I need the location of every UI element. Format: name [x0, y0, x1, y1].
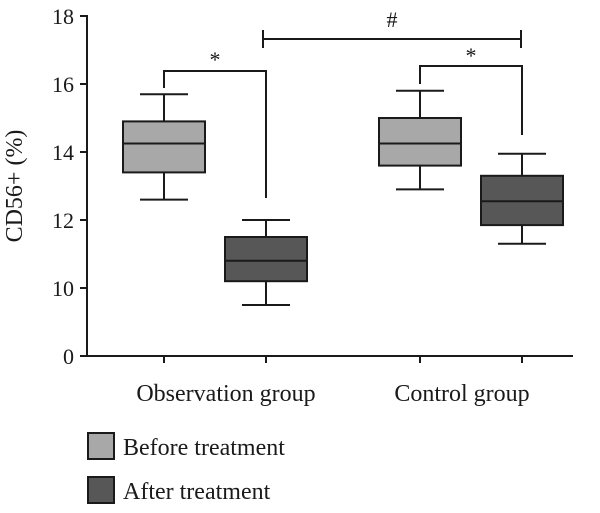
- significance-hash: #: [387, 7, 398, 32]
- box-observation-before: [122, 93, 206, 201]
- significance-bracket-observation: [163, 70, 267, 198]
- x-ticks: Observation group Control group: [136, 356, 530, 407]
- y-tick-label: 0: [63, 344, 74, 369]
- legend: Before treatment After treatment: [87, 432, 285, 505]
- y-axis-label: CD56+ (%): [2, 130, 28, 243]
- x-category-label: Observation group: [136, 381, 315, 407]
- legend-label: After treatment: [123, 479, 271, 505]
- x-category-label: Control group: [394, 381, 529, 407]
- y-tick-label: 18: [52, 4, 74, 29]
- box-control-before: [378, 89, 462, 191]
- significance-star: *: [466, 43, 477, 68]
- box-observation-after: [224, 219, 308, 306]
- significance-star: *: [210, 47, 221, 72]
- legend-swatch: [87, 476, 115, 504]
- iqr-box: [122, 120, 206, 174]
- iqr-box: [224, 236, 308, 283]
- y-tick-label: 12: [52, 208, 74, 233]
- y-tick-label: 14: [52, 140, 74, 165]
- axes: [86, 15, 573, 357]
- significance-bracket-between-groups: [262, 30, 522, 48]
- box-control-after: [480, 152, 564, 245]
- legend-label: Before treatment: [123, 435, 285, 461]
- boxes: [122, 89, 564, 306]
- significance-annotations: * * #: [163, 7, 523, 198]
- significance-bracket-control: [419, 65, 523, 135]
- iqr-box: [378, 117, 462, 167]
- y-tick-label: 16: [52, 72, 74, 97]
- legend-swatch: [87, 432, 115, 460]
- y-tick-label: 10: [52, 276, 74, 301]
- y-ticks: 0 10 12 14 16 18: [52, 4, 87, 369]
